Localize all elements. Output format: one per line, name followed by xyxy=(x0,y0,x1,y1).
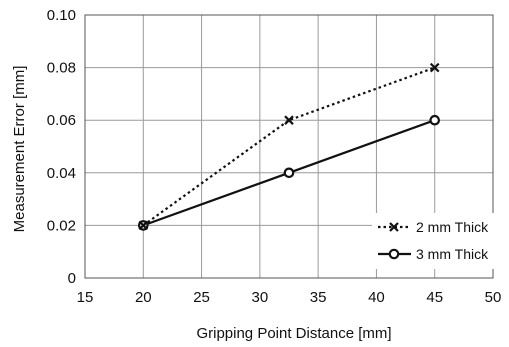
legend-item-1: 2 mm Thick xyxy=(378,219,489,235)
legend-label: 3 mm Thick xyxy=(416,246,489,262)
x-tick-label: 25 xyxy=(193,289,210,306)
y-axis-title: Measurement Error [mm] xyxy=(11,66,28,233)
x-tick-label: 20 xyxy=(135,289,152,306)
series-line-1 xyxy=(142,66,436,227)
y-tick-label: 0.06 xyxy=(47,112,76,129)
x-axis-title: Gripping Point Distance [mm] xyxy=(196,325,391,342)
legend-circle-marker xyxy=(388,248,400,260)
series-layer xyxy=(137,62,441,231)
legend-x-marker xyxy=(389,222,399,232)
legend-background xyxy=(372,213,496,269)
x-tick-label: 50 xyxy=(485,289,502,306)
legend-label: 2 mm Thick xyxy=(416,219,489,235)
x-tick-label: 45 xyxy=(426,289,443,306)
circle-marker-point xyxy=(429,114,441,126)
x-tick-label: 15 xyxy=(77,289,94,306)
y-tick-label: 0.04 xyxy=(47,165,76,182)
y-tick-label: 0.10 xyxy=(47,7,76,24)
circle-marker-point xyxy=(283,167,295,179)
y-tick-label: 0.02 xyxy=(47,217,76,234)
x-tick-label: 35 xyxy=(310,289,327,306)
plot-frame xyxy=(84,14,494,279)
x-marker-point xyxy=(429,62,440,73)
x-marker-point xyxy=(138,220,149,231)
x-tick-label: 40 xyxy=(368,289,385,306)
axis-layer: 15 20 25 30 35 40 45 50 0 0.02 0.04 0.06 0.08 0.10 xyxy=(47,7,502,306)
x-marker-stroke xyxy=(284,115,294,125)
y-tick-label: 0.08 xyxy=(47,60,76,77)
x-marker-stroke xyxy=(138,220,149,231)
legend: 2 mm Thick 3 mm Thick xyxy=(372,213,496,269)
x-tick-label: 30 xyxy=(252,289,269,306)
x-marker-stroke xyxy=(389,222,399,232)
x-marker-stroke xyxy=(429,62,440,73)
y-tick-label: 0 xyxy=(68,270,76,287)
legend-item-2: 3 mm Thick xyxy=(378,246,489,262)
x-marker-point xyxy=(284,115,294,125)
